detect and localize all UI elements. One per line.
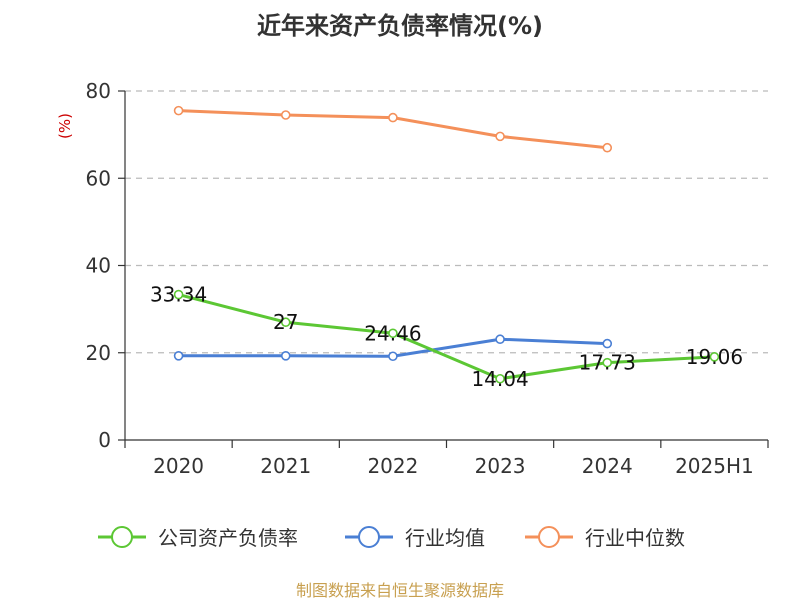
- data-label: 17.73: [579, 351, 636, 375]
- source-note: 制图数据来自恒生聚源数据库: [296, 581, 504, 600]
- data-label: 24.46: [364, 321, 421, 345]
- series-0: [173, 289, 720, 384]
- chart-title: 近年来资产负债率情况(%): [257, 12, 543, 40]
- x-tick-labels: 2020 2021 2022 2023 2024 2025H1: [153, 454, 754, 478]
- grid-lines: [125, 90, 768, 354]
- x-tick-label: 2023: [475, 454, 526, 478]
- data-label: 33.34: [150, 283, 207, 307]
- data-label: 19.06: [686, 345, 743, 369]
- y-axis-label: (%): [56, 113, 74, 139]
- y-tick-label: 0: [98, 428, 111, 452]
- legend: 公司资产负债率 行业均值 行业中位数: [98, 526, 685, 550]
- y-tick-label: 80: [86, 79, 111, 103]
- legend-label: 公司资产负债率: [158, 526, 298, 550]
- data-point: [173, 351, 184, 361]
- legend-item-1: 行业均值: [345, 526, 485, 550]
- data-point: [495, 334, 505, 345]
- data-label: 14.04: [471, 367, 528, 391]
- data-labels: 33.34 27 24.46 14.04 17.73 19.06: [150, 283, 743, 391]
- series-line: [178, 293, 715, 381]
- data-point: [495, 373, 505, 384]
- legend-marker: [358, 526, 380, 548]
- axes: [118, 90, 769, 448]
- legend-label: 行业中位数: [585, 526, 685, 550]
- data-point: [602, 142, 613, 153]
- legend-label: 行业均值: [405, 526, 485, 550]
- legend-item-2: 行业中位数: [525, 526, 685, 550]
- y-tick-label: 20: [86, 341, 111, 365]
- data-point: [280, 110, 291, 120]
- x-tick-label: 2020: [153, 454, 204, 478]
- data-point: [602, 338, 613, 349]
- x-tick-label: 2025H1: [675, 454, 754, 478]
- x-tick-label: 2022: [367, 454, 418, 478]
- data-point: [495, 131, 505, 142]
- legend-marker: [111, 526, 133, 548]
- data-point: [388, 328, 398, 339]
- y-tick-label: 40: [86, 254, 111, 278]
- data-point: [388, 112, 398, 123]
- series-1: [173, 334, 613, 362]
- x-tick-label: 2024: [582, 454, 633, 478]
- data-label: 27: [273, 310, 298, 334]
- data-point: [173, 105, 184, 116]
- y-tick-labels: 0 20 40 60 80: [86, 79, 111, 452]
- series-2: [173, 105, 613, 153]
- data-point: [280, 351, 291, 361]
- legend-marker: [538, 526, 560, 548]
- data-point: [280, 317, 291, 328]
- legend-item-0: 公司资产负债率: [98, 526, 298, 550]
- data-point: [602, 357, 613, 368]
- series: [173, 105, 720, 384]
- data-point: [388, 351, 398, 362]
- data-point: [173, 289, 184, 300]
- x-tick-label: 2021: [260, 454, 311, 478]
- data-point: [709, 352, 720, 362]
- y-tick-label: 60: [86, 166, 111, 190]
